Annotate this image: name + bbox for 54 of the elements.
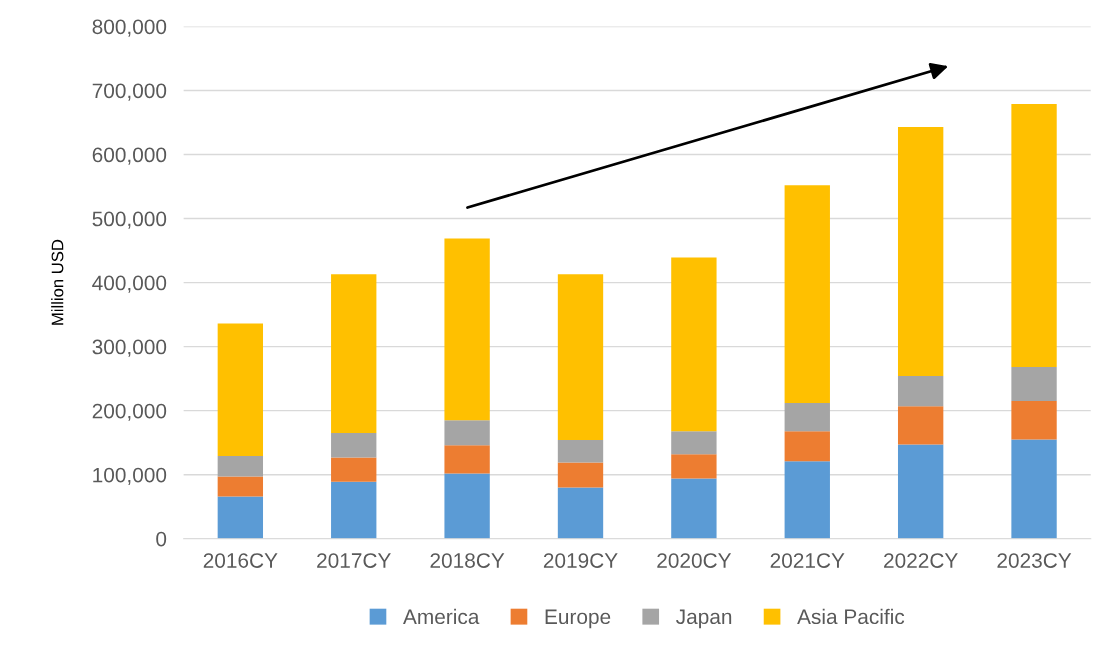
bar <box>557 440 604 463</box>
bar <box>444 445 490 474</box>
bar <box>1011 367 1057 402</box>
y-tick-label: 600,000 <box>92 147 167 165</box>
bar <box>897 376 944 407</box>
y-tick-label: 0 <box>156 531 167 547</box>
bar <box>331 274 377 434</box>
bar <box>557 487 604 539</box>
bar <box>897 444 944 539</box>
y-tick-label: 800,000 <box>92 19 167 37</box>
bar <box>1011 401 1057 440</box>
bar <box>217 496 264 539</box>
bar <box>671 454 717 479</box>
y-tick-label: 400,000 <box>92 275 167 293</box>
y-tick-label: 100,000 <box>93 467 167 485</box>
bar <box>444 238 490 421</box>
x-tick-label: 2017CY <box>317 553 391 568</box>
bar <box>671 478 717 539</box>
y-tick-label: 500,000 <box>92 211 167 229</box>
y-axis-title: Million USD <box>51 239 64 325</box>
bar <box>217 323 264 457</box>
x-tick-label: 2023CY <box>997 553 1072 568</box>
bar <box>217 456 264 477</box>
bar <box>784 431 830 462</box>
bar <box>557 462 604 488</box>
y-tick-label: 200,000 <box>92 403 167 421</box>
y-tick-label: 300,000 <box>92 339 167 357</box>
y-tick-label: 700,000 <box>92 83 167 101</box>
bar <box>217 476 264 497</box>
legend-label: Asia Pacific <box>797 608 905 625</box>
bar <box>784 185 830 403</box>
legend-label: Europe <box>545 609 611 629</box>
x-tick-label: 2018CY <box>430 553 505 568</box>
bar <box>444 420 490 446</box>
bar <box>331 433 377 458</box>
x-tick-label: 2020CY <box>657 553 732 568</box>
x-tick-label: 2016CY <box>203 553 278 568</box>
legend-label: Japan <box>676 609 732 629</box>
x-tick-label: 2021CY <box>770 553 845 568</box>
bar <box>897 126 944 377</box>
x-tick-label: 2022CY <box>884 553 958 568</box>
bar <box>1011 103 1057 368</box>
bar <box>671 257 717 432</box>
bar <box>1011 439 1057 539</box>
bar <box>557 274 604 441</box>
bar <box>331 457 377 482</box>
bar <box>331 481 377 539</box>
bar <box>784 461 830 539</box>
bar <box>444 473 490 539</box>
bar <box>671 431 717 455</box>
x-tick-label: 2019CY <box>543 553 618 568</box>
legend-label: America <box>403 608 480 625</box>
bar <box>897 406 944 445</box>
bar <box>784 402 830 432</box>
